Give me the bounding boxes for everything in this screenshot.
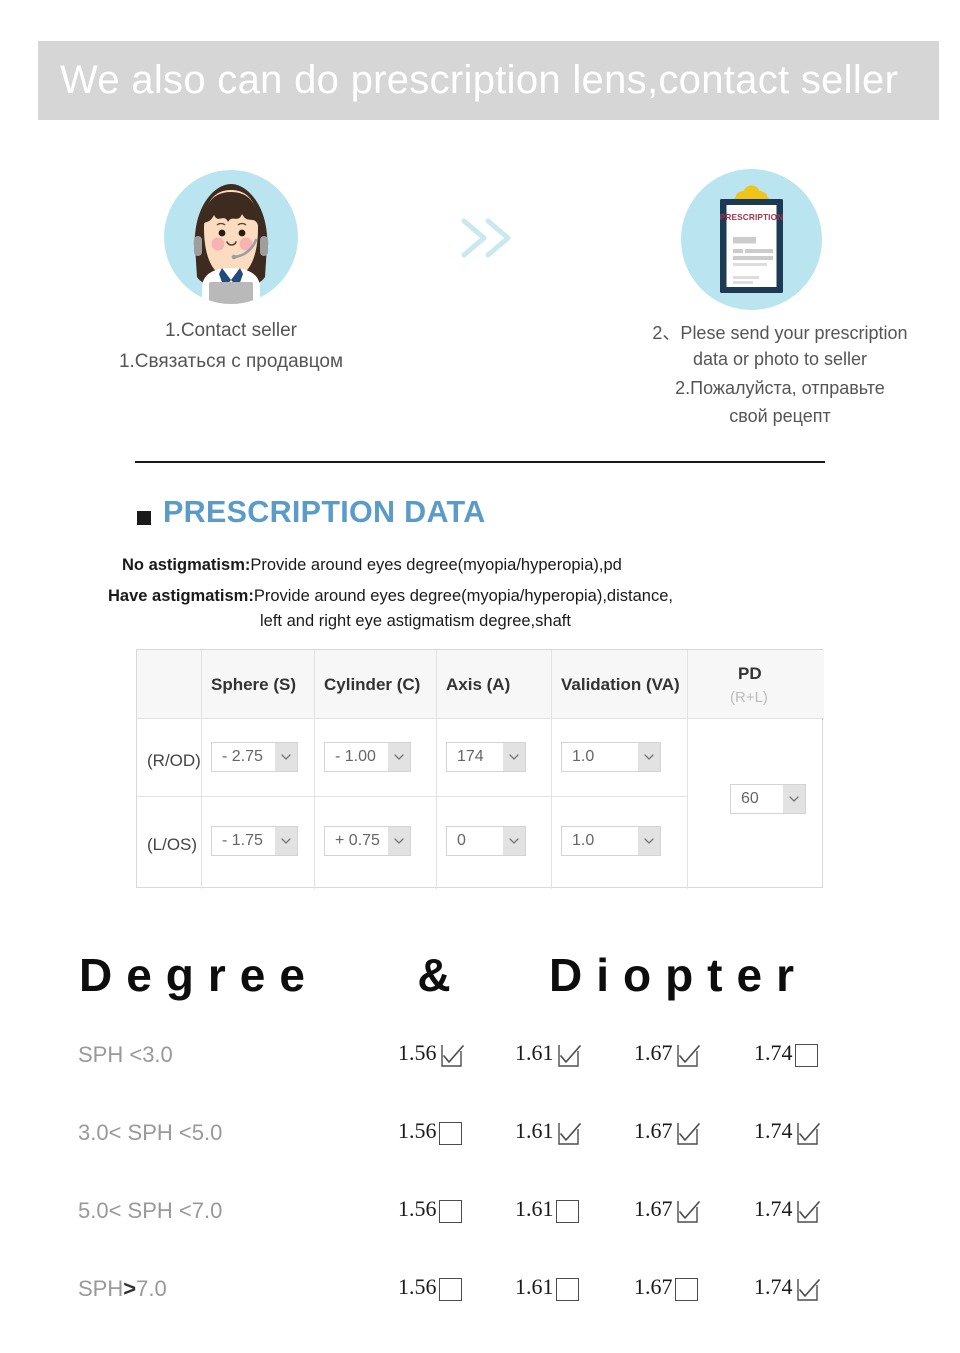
svg-text:PRESCRIPTION: PRESCRIPTION: [720, 212, 783, 222]
